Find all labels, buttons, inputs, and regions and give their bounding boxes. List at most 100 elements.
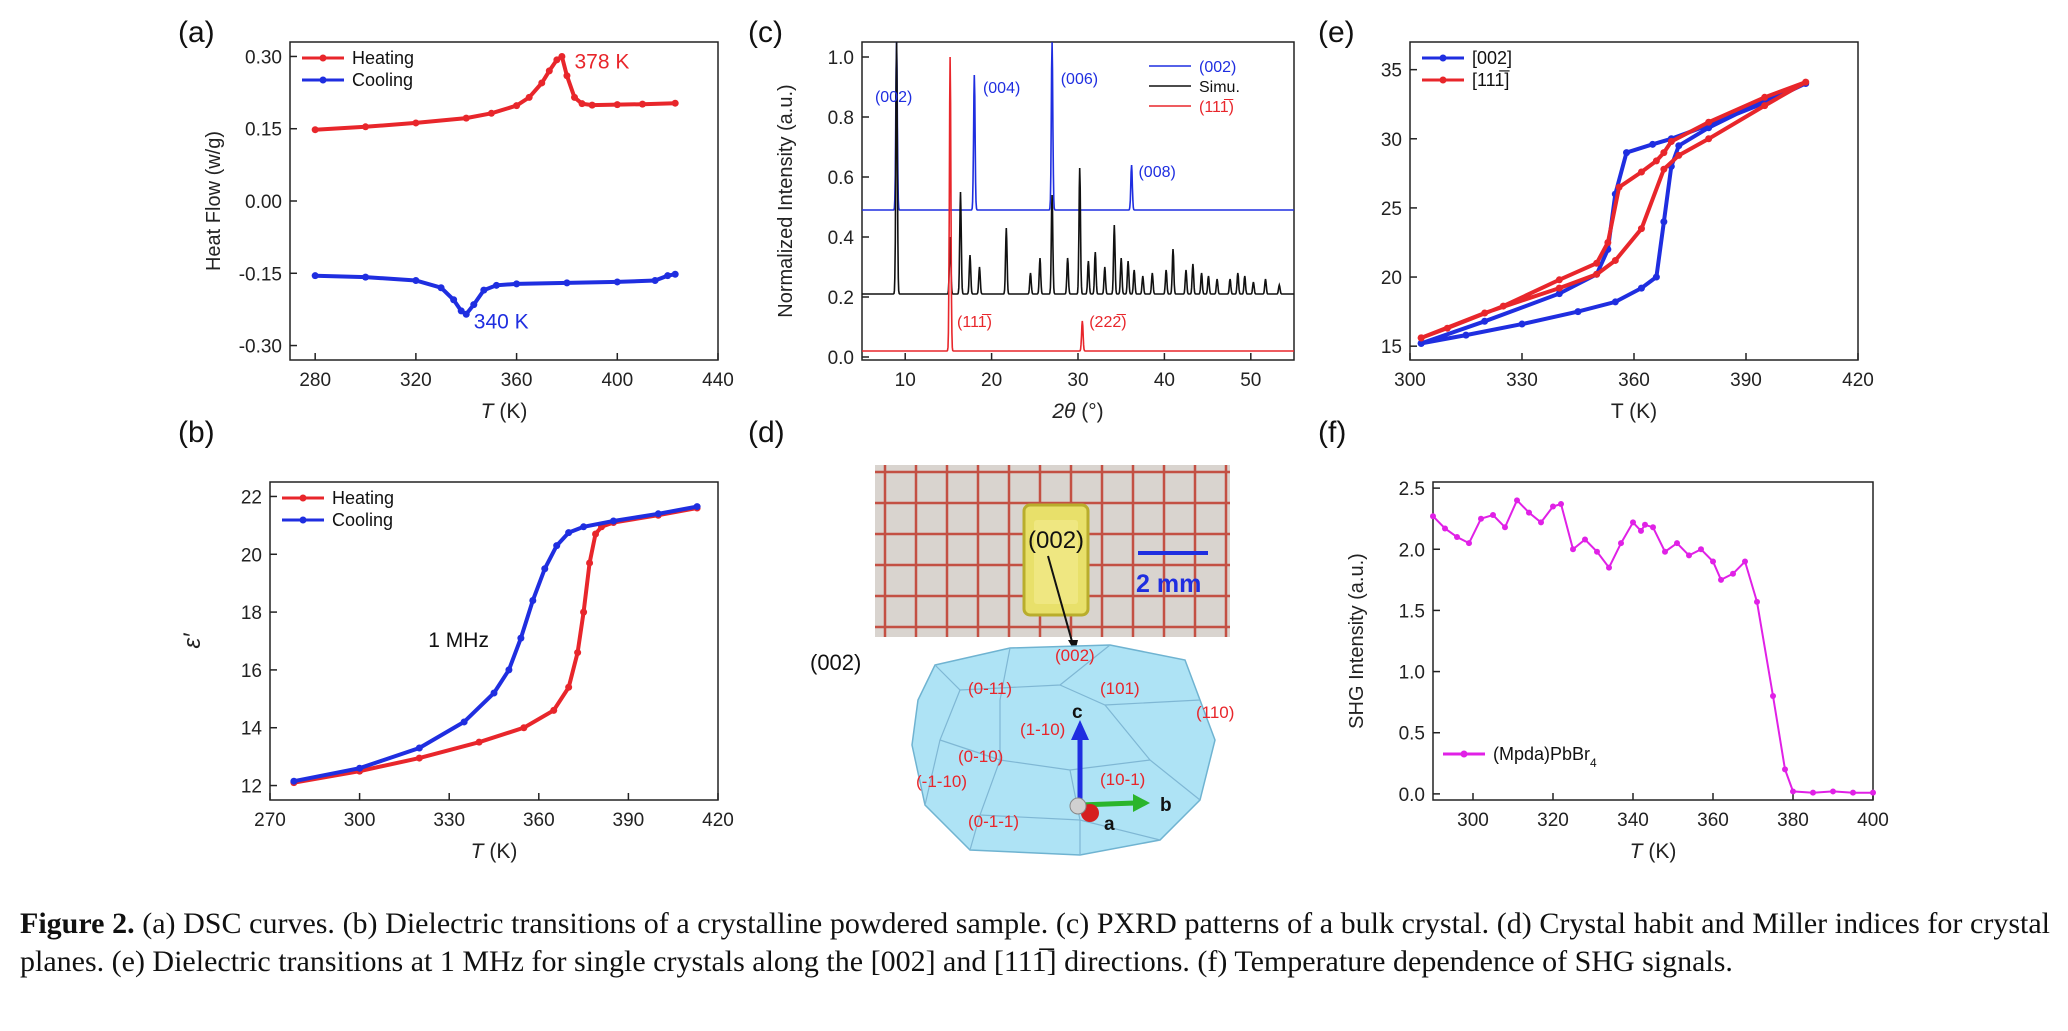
x-tick-label: 300	[344, 810, 376, 831]
series-point	[1652, 273, 1660, 281]
annotation: (006)	[1061, 71, 1098, 88]
x-tick-label: 40	[1154, 370, 1175, 391]
series-point	[1443, 324, 1451, 332]
y-tick-label: 0.0	[1399, 785, 1425, 806]
x-tick-label: 400	[601, 370, 633, 391]
series-point	[412, 119, 420, 127]
x-tick-label: 30	[1067, 370, 1088, 391]
legend-marker	[319, 54, 327, 62]
series-point	[1705, 135, 1713, 143]
series-point	[1830, 788, 1836, 795]
series-point	[1870, 789, 1876, 796]
legend-entry: (002)	[1199, 59, 1236, 76]
series-point	[1782, 766, 1788, 773]
series-point	[1574, 308, 1582, 316]
series-point	[1637, 168, 1645, 176]
plot-frame	[269, 481, 719, 801]
series-point	[588, 101, 596, 109]
series-line	[862, 42, 1294, 295]
x-tick-label: 330	[1506, 370, 1538, 391]
series-point	[462, 310, 470, 318]
series-point	[558, 52, 566, 60]
legend-entry: Cooling	[352, 70, 413, 90]
series-point	[1606, 564, 1612, 571]
y-tick-label: -0.30	[239, 337, 282, 358]
series-point	[1660, 165, 1668, 173]
y-tick-label: 0.8	[828, 108, 854, 129]
series-point	[1499, 302, 1507, 310]
series-point	[529, 597, 537, 605]
series-point	[550, 706, 558, 714]
series-point	[1618, 540, 1624, 547]
series-point	[1454, 534, 1460, 541]
y-tick-label: 1.0	[1399, 663, 1425, 684]
series-point	[460, 718, 468, 726]
x-tick-label: 300	[1394, 370, 1426, 391]
series-line	[862, 56, 1294, 352]
y-axis-label: Heat Flow (w/g)	[203, 131, 225, 271]
y-tick-label: 16	[241, 661, 262, 682]
series-point	[1705, 118, 1713, 126]
series-point	[525, 93, 533, 101]
annotation: 340 K	[474, 311, 529, 334]
panel-label-a: (a)	[178, 16, 215, 49]
annotation: 378 K	[574, 51, 629, 74]
x-tick-label: 330	[433, 810, 465, 831]
x-tick-label: 320	[1537, 810, 1569, 831]
legend: (002) Simu. (111̅)	[1149, 59, 1240, 116]
series-point	[1518, 320, 1526, 328]
series-point	[1660, 218, 1668, 226]
axis-a-label: a	[1104, 814, 1115, 835]
y-tick-label: 35	[1381, 61, 1402, 82]
series-point	[505, 666, 513, 674]
series-point	[1630, 519, 1636, 526]
series-point	[492, 281, 500, 289]
x-tick-label: 360	[1618, 370, 1650, 391]
panel-label-b: (b)	[178, 416, 215, 449]
series-point	[553, 542, 561, 550]
series-point	[415, 754, 423, 762]
chart-e-dielectric-crystal: 300 330 360 390 420 15 20 25 30 35 T (K) [002][111̅…	[1381, 41, 1874, 423]
caption-text: (a) DSC curves. (b) Dielectric transitio…	[20, 907, 2050, 978]
series-point	[1675, 142, 1683, 150]
x-tick-label: 300	[1457, 810, 1489, 831]
side-face-label: (002)	[810, 650, 861, 675]
series-point	[1555, 290, 1563, 298]
legend-entry: (111̅)	[1199, 98, 1234, 116]
series-point	[290, 777, 298, 785]
series-point	[415, 744, 423, 752]
crystal-axes: c b a	[1069, 702, 1172, 835]
y-tick-label: 2.5	[1399, 479, 1425, 500]
series-point	[1430, 513, 1436, 520]
face-label: (-1-10)	[916, 772, 967, 791]
series-point	[1478, 515, 1484, 522]
series-point	[1615, 183, 1623, 191]
series-point	[1705, 124, 1713, 132]
photo-face-label: (002)	[1028, 527, 1084, 554]
x-tick-label: 340	[1617, 810, 1649, 831]
series-point	[1442, 525, 1448, 532]
series-point	[565, 529, 573, 537]
annotation: 1 MHz	[428, 629, 489, 652]
series-point	[1642, 521, 1648, 528]
legend-entry: Simu.	[1199, 79, 1240, 96]
x-tick-label: 390	[1730, 370, 1762, 391]
series-point	[1570, 546, 1576, 553]
x-tick-label: 270	[254, 810, 286, 831]
series-point	[664, 272, 672, 280]
series-point	[1490, 512, 1496, 519]
series-point	[450, 296, 458, 304]
face-label: (0-10)	[958, 747, 1003, 766]
series-point	[1594, 548, 1600, 555]
series-point	[545, 67, 553, 75]
panel-label-f: (f)	[1318, 416, 1347, 449]
chart-c-pxrd: 10 20 30 40 50 0.0 0.2 0.4 0.6 0.8 1.0 2θ (°) Normal…	[775, 41, 1295, 423]
series-point	[1662, 548, 1668, 555]
y-tick-label: 0.5	[1399, 724, 1425, 745]
crystal-habit-diagram: (002) (0-11) (101) (110) (1-10) (0-10) (…	[911, 644, 1234, 856]
legend-entry: [002]	[1472, 48, 1512, 68]
y-tick-label: 30	[1381, 130, 1402, 151]
series-point	[311, 126, 319, 134]
series-point	[651, 277, 659, 284]
